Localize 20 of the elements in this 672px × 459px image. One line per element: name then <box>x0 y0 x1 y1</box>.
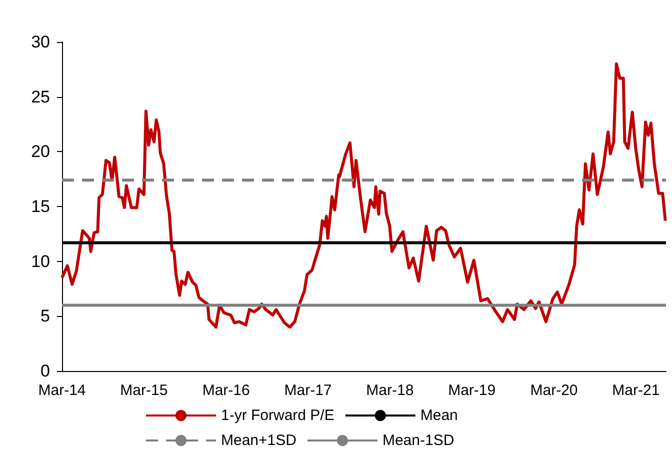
y-tick-label: 25 <box>31 87 50 106</box>
x-tick-label: Mar-18 <box>366 382 414 399</box>
legend-label: 1-yr Forward P/E <box>221 407 334 424</box>
y-tick-label: 5 <box>40 306 50 326</box>
x-tick-label: Mar-21 <box>612 382 660 399</box>
y-tick-label: 10 <box>31 252 50 271</box>
x-tick-label: Mar-14 <box>38 382 86 399</box>
legend-label: Mean+1SD <box>221 432 297 449</box>
legend-label: Mean <box>420 407 458 424</box>
y-tick-label: 15 <box>31 197 50 216</box>
legend-label: Mean-1SD <box>382 432 454 449</box>
y-tick-label: 0 <box>40 362 50 380</box>
line-series <box>60 62 667 329</box>
x-tick-label: Mar-20 <box>530 382 578 399</box>
x-tick-label: Mar-19 <box>448 382 496 399</box>
x-tick-label: Mar-17 <box>284 382 332 399</box>
x-tick-label: Mar-15 <box>120 382 168 399</box>
y-tick-label: 30 <box>31 32 50 52</box>
y-tick-label: 20 <box>31 142 50 162</box>
x-tick-label: Mar-16 <box>202 382 250 399</box>
